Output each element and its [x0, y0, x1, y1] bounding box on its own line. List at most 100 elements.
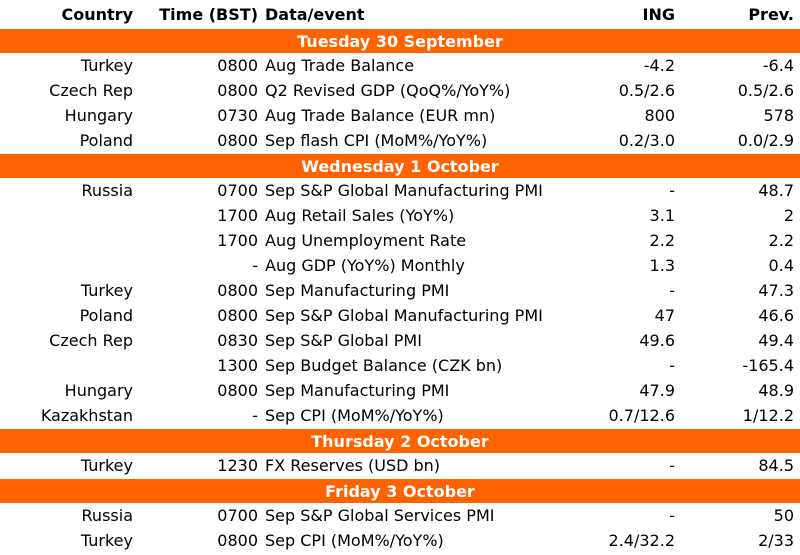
cell-time: 0700	[217, 181, 258, 200]
header-event: Data/event	[265, 4, 365, 24]
table-row: 1700 Aug Unemployment Rate 2.2 2.2	[0, 228, 800, 253]
table-row: 1300 Sep Budget Balance (CZK bn) - -165.4	[0, 353, 800, 378]
header-country: Country	[61, 4, 133, 24]
cell-prev: 0.4	[768, 256, 794, 275]
table-row: Hungary 0800 Sep Manufacturing PMI 47.9 48.9	[0, 378, 800, 403]
cell-time: 1300	[217, 356, 258, 375]
cell-event: Sep CPI (MoM%/YoY%)	[265, 406, 444, 425]
cell-time: 0800	[217, 131, 258, 150]
cell-ing: 49.6	[639, 331, 675, 350]
cell-country: Hungary	[64, 381, 133, 400]
table-row: Czech Rep 0800 Q2 Revised GDP (QoQ%/YoY%) 0…	[0, 78, 800, 103]
cell-event: Sep S&P Global Manufacturing PMI	[265, 306, 543, 325]
header-time: Time (BST)	[159, 4, 258, 24]
cell-prev: 2	[783, 206, 794, 225]
cell-time: 1700	[217, 206, 258, 225]
table-row: Poland 0800 Sep flash CPI (MoM%/YoY%) 0.2/3…	[0, 128, 800, 154]
cell-ing: -	[669, 506, 675, 525]
cell-event: Sep Budget Balance (CZK bn)	[265, 356, 503, 375]
cell-ing: -	[669, 281, 675, 300]
table-row: Turkey 1230 FX Reserves (USD bn) - 84.5	[0, 453, 800, 479]
cell-time: 0800	[217, 531, 258, 550]
table-row: Russia 0700 Sep S&P Global Services PMI - 50	[0, 503, 800, 528]
cell-ing: 0.5/2.6	[618, 81, 675, 100]
table-row: Turkey 0800 Sep CPI (MoM%/YoY%) 2.4/32.2 2/3…	[0, 528, 800, 553]
cell-ing: 0.2/3.0	[618, 131, 675, 150]
cell-prev: -165.4	[742, 356, 794, 375]
cell-country: Poland	[79, 306, 133, 325]
table-row: Turkey 0800 Aug Trade Balance -4.2 -6.4	[0, 53, 800, 78]
header-row: Country Time (BST) Data/event ING Prev.	[0, 0, 800, 29]
cell-time: 1700	[217, 231, 258, 250]
cell-country: Kazakhstan	[40, 406, 133, 425]
table-row: - Aug GDP (YoY%) Monthly 1.3 0.4	[0, 253, 800, 278]
cell-country: Hungary	[64, 106, 133, 125]
cell-prev: 48.9	[758, 381, 794, 400]
cell-time: 0800	[217, 381, 258, 400]
cell-time: 0800	[217, 306, 258, 325]
cell-event: Sep flash CPI (MoM%/YoY%)	[265, 131, 488, 150]
cell-prev: 47.3	[758, 281, 794, 300]
cell-time: 0730	[217, 106, 258, 125]
day-header-row: Tuesday 30 September	[0, 28, 800, 53]
header-prev: Prev.	[748, 4, 794, 24]
cell-prev: 0.5/2.6	[737, 81, 794, 100]
table-row: Czech Rep 0830 Sep S&P Global PMI 49.6 49.4	[0, 328, 800, 353]
cell-country: Russia	[81, 181, 133, 200]
cell-prev: 0.0/2.9	[737, 131, 794, 150]
cell-country: Poland	[79, 131, 133, 150]
cell-country: Czech Rep	[49, 331, 133, 350]
cell-event: Aug Unemployment Rate	[265, 231, 467, 250]
day-header-row: Wednesday 1 October	[0, 153, 800, 178]
cell-event: FX Reserves (USD bn)	[265, 456, 441, 475]
cell-event: Aug GDP (YoY%) Monthly	[265, 256, 465, 275]
cell-country: Turkey	[80, 56, 133, 75]
cell-ing: 1.3	[649, 256, 675, 275]
day-label: Friday 3 October	[0, 478, 800, 503]
cell-prev: 49.4	[758, 331, 794, 350]
header-ing: ING	[642, 4, 675, 24]
cell-country: Russia	[81, 506, 133, 525]
cell-event: Sep S&P Global PMI	[265, 331, 422, 350]
cell-ing: -	[669, 356, 675, 375]
table-row: Turkey 0800 Sep Manufacturing PMI - 47.3	[0, 278, 800, 303]
cell-prev: 48.7	[758, 181, 794, 200]
table-row: Russia 0700 Sep S&P Global Manufacturing P…	[0, 178, 800, 203]
cell-ing: 2.4/32.2	[608, 531, 675, 550]
day-label: Tuesday 30 September	[0, 28, 800, 53]
cell-country: Czech Rep	[49, 81, 133, 100]
day-header-row: Thursday 2 October	[0, 428, 800, 453]
cell-time: 0800	[217, 56, 258, 75]
cell-prev: 84.5	[758, 456, 794, 475]
cell-ing: 0.7/12.6	[608, 406, 675, 425]
cell-ing: -	[669, 456, 675, 475]
cell-event: Sep CPI (MoM%/YoY%)	[265, 531, 444, 550]
cell-prev: 50	[773, 506, 794, 525]
cell-event: Sep S&P Global Manufacturing PMI	[265, 181, 543, 200]
cell-event: Aug Trade Balance (EUR mn)	[265, 106, 496, 125]
cell-time: -	[252, 256, 258, 275]
cell-event: Sep S&P Global Services PMI	[265, 506, 495, 525]
day-header-row: Friday 3 October	[0, 478, 800, 503]
table-row: Kazakhstan - Sep CPI (MoM%/YoY%) 0.7/12.6 1/…	[0, 403, 800, 429]
cell-ing: -	[669, 181, 675, 200]
day-label: Thursday 2 October	[0, 428, 800, 453]
cell-ing: 2.2	[649, 231, 675, 250]
cell-ing: -4.2	[643, 56, 675, 75]
cell-event: Aug Retail Sales (YoY%)	[265, 206, 455, 225]
cell-prev: 46.6	[758, 306, 794, 325]
cell-time: -	[252, 406, 258, 425]
cell-country	[0, 253, 137, 278]
cell-time: 0700	[217, 506, 258, 525]
cell-ing: 47	[654, 306, 675, 325]
cell-country: Turkey	[80, 456, 133, 475]
cell-prev: 2.2	[768, 231, 794, 250]
table-row: 1700 Aug Retail Sales (YoY%) 3.1 2	[0, 203, 800, 228]
cell-country	[0, 228, 137, 253]
cell-country	[0, 203, 137, 228]
cell-time: 0800	[217, 81, 258, 100]
cell-prev: 2/33	[758, 531, 794, 550]
cell-ing: 3.1	[649, 206, 675, 225]
cell-country: Turkey	[80, 531, 133, 550]
